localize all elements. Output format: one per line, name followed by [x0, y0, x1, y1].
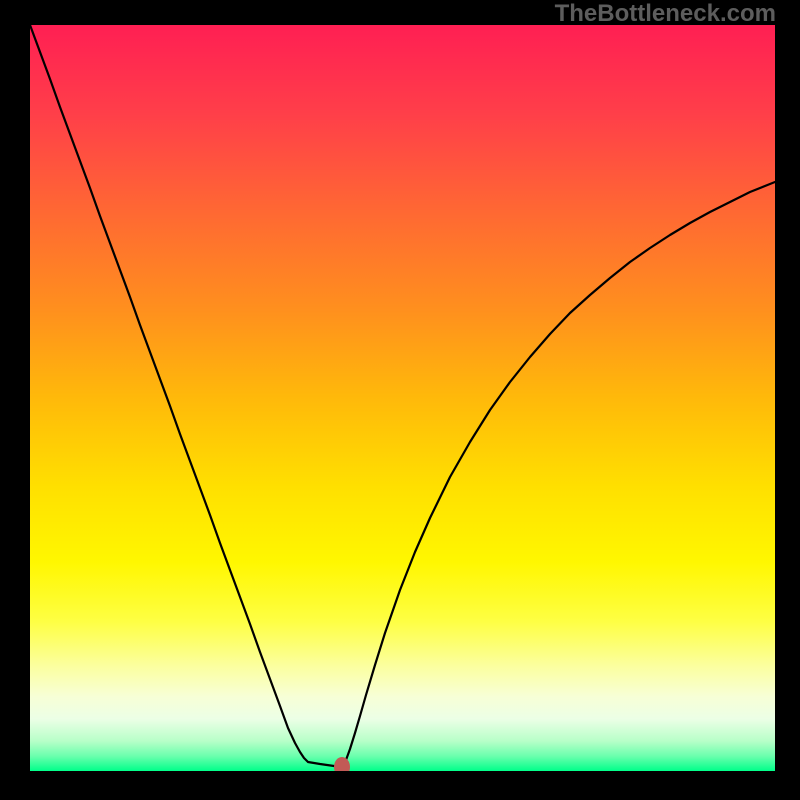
plot-area	[30, 25, 775, 771]
curve-path	[30, 25, 775, 767]
watermark-text: TheBottleneck.com	[555, 0, 776, 28]
minimum-marker	[334, 757, 350, 771]
chart-frame: TheBottleneck.com	[0, 0, 800, 800]
bottleneck-curve	[30, 25, 775, 771]
